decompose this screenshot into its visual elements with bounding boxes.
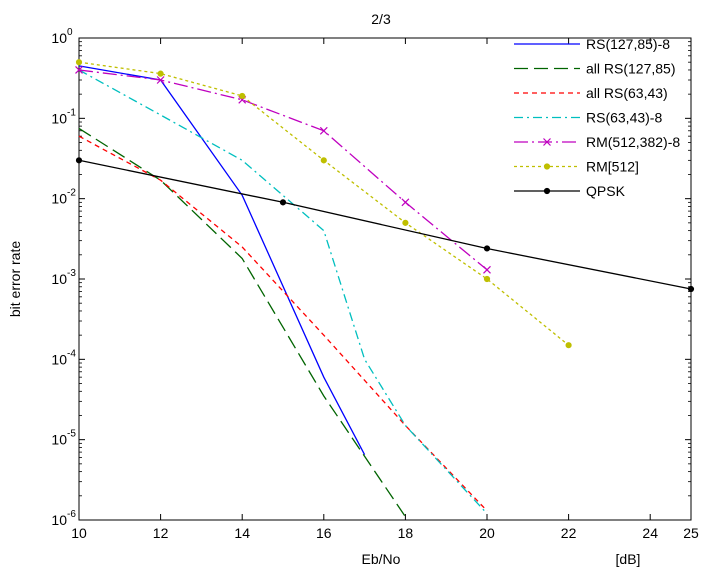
legend-label: RS(63,43)-8 <box>586 110 662 126</box>
series-6 <box>75 157 695 293</box>
x-tick-label: 16 <box>316 525 332 541</box>
data-point <box>75 59 83 66</box>
data-point <box>157 70 164 77</box>
x-tick-label: 14 <box>234 525 250 541</box>
data-point <box>401 198 410 207</box>
legend-label: all RS(127,85) <box>586 61 676 77</box>
series-line <box>78 127 406 518</box>
legend-item: all RS(127,85) <box>514 61 676 77</box>
x-marker-stroke <box>543 138 551 146</box>
x-tick-label: 20 <box>479 525 495 541</box>
legend-marker <box>543 187 551 195</box>
x-axis-unit: [dB] <box>616 551 641 567</box>
y-tick-exponent: -6 <box>67 509 76 520</box>
data-point <box>483 245 491 252</box>
y-tick-label: 10 <box>51 30 67 46</box>
x-tick-label: 10 <box>71 525 87 541</box>
y-axis-label: bit error rate <box>7 241 23 317</box>
plot-area <box>78 37 692 521</box>
y-tick-label: 10 <box>51 512 67 528</box>
legend-item: all RS(63,43) <box>514 85 668 101</box>
y-tick-exponent: -2 <box>67 188 76 199</box>
legend-marker <box>543 163 551 170</box>
y-tick-label: 10 <box>51 351 67 367</box>
x-axis-label: Eb/No <box>362 551 401 567</box>
x-marker-stroke <box>156 76 165 84</box>
x-tick-label: 22 <box>561 525 577 541</box>
legend: RS(127,85)-8 all RS(127,85) all RS(63,43) R… <box>514 36 680 199</box>
data-point <box>156 76 165 84</box>
legend-item: RM[512] <box>514 159 639 175</box>
data-point <box>483 275 491 283</box>
data-point <box>483 265 491 274</box>
legend-item: RM(512,382)-8 <box>514 134 680 150</box>
series-lines <box>75 59 695 518</box>
x-tick-label: 24 <box>642 525 658 541</box>
series-1 <box>78 127 406 518</box>
data-point <box>687 285 695 293</box>
series-line <box>78 159 692 290</box>
y-tick-exponent: -1 <box>67 107 76 118</box>
y-tick-label: 10 <box>51 110 67 126</box>
legend-marker <box>543 138 551 146</box>
data-point <box>75 66 83 74</box>
y-tick-label: 10 <box>51 432 67 448</box>
x-tick-label: 12 <box>153 525 169 541</box>
y-tick-exponent: -5 <box>67 429 76 440</box>
series-0 <box>78 65 366 456</box>
x-marker-stroke <box>319 126 328 135</box>
x-marker-stroke <box>401 198 410 207</box>
y-tick-exponent: -3 <box>67 268 76 279</box>
series-5 <box>75 59 572 349</box>
legend-label: all RS(63,43) <box>586 85 668 101</box>
y-tick-label: 10 <box>51 191 67 207</box>
data-point <box>320 157 327 164</box>
legend-label: RM(512,382)-8 <box>586 134 680 150</box>
data-point <box>239 92 246 100</box>
y-tick-exponent: -4 <box>67 348 76 359</box>
legend-label: RM[512] <box>586 159 639 175</box>
legend-item: RS(127,85)-8 <box>514 36 670 52</box>
x-tick-label: 18 <box>398 525 414 541</box>
legend-item: QPSK <box>514 183 626 199</box>
y-tick-label: 10 <box>51 271 67 287</box>
y-tick-exponent: 0 <box>67 27 73 38</box>
data-point <box>402 219 409 226</box>
data-point <box>319 126 328 135</box>
chart-title: 2/3 <box>371 11 391 27</box>
data-point <box>75 157 83 164</box>
x-marker-stroke <box>483 265 491 274</box>
legend-label: RS(127,85)-8 <box>586 36 670 52</box>
series-line <box>78 69 488 271</box>
data-point <box>565 342 572 349</box>
series-line <box>78 65 366 456</box>
x-tick-label: 25 <box>683 525 699 541</box>
legend-label: QPSK <box>586 183 626 199</box>
legend-item: RS(63,43)-8 <box>514 110 662 126</box>
data-point <box>279 199 287 206</box>
x-marker-stroke <box>75 66 83 74</box>
